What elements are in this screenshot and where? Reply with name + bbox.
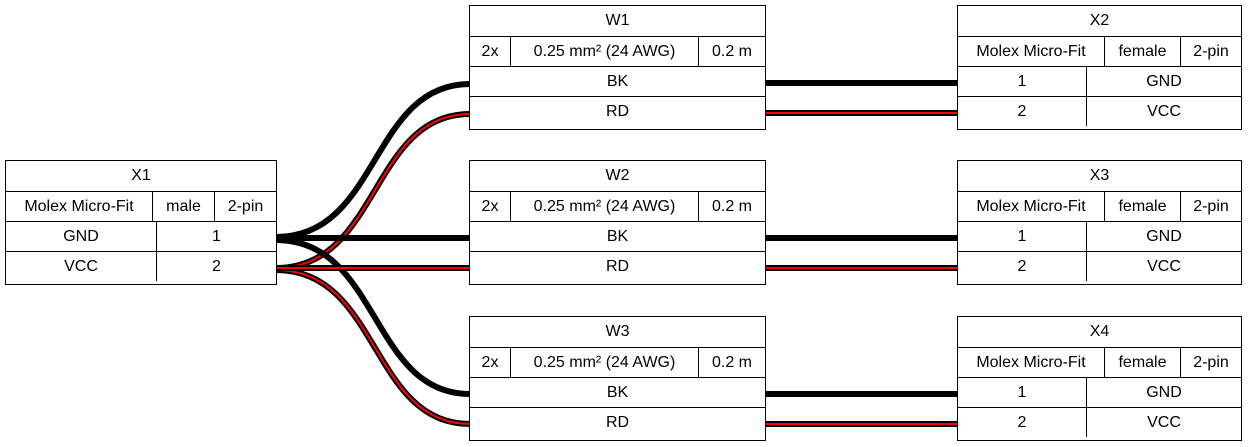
connector-x2-pin-row: 2 VCC: [958, 96, 1241, 126]
connector-x2-info-row: Molex Micro-Fit female 2-pin: [958, 36, 1241, 66]
wire-count: 2x: [481, 197, 499, 215]
connector-name: X3: [1089, 167, 1110, 184]
cable-w1-wire-row: RD: [470, 96, 765, 126]
pin-label: GND: [1086, 378, 1241, 407]
cable-name: W3: [605, 323, 630, 340]
connector-x1: X1 Molex Micro-Fit male 2-pin GND 1 VCC …: [5, 160, 277, 285]
cable-w1: W1 2x 0.25 mm² (24 AWG) 0.2 m BK RD: [469, 5, 766, 130]
connector-gender: female: [1104, 192, 1180, 221]
pin-number: 2: [156, 252, 276, 281]
pin-label: VCC: [1086, 252, 1241, 281]
connector-x3-pin-row: 1 GND: [958, 221, 1241, 251]
connector-type: Molex Micro-Fit: [976, 353, 1086, 371]
wire-count: 2x: [481, 353, 499, 371]
connector-name: X4: [1089, 323, 1110, 340]
wire-gauge: 0.25 mm² (24 AWG): [510, 192, 698, 221]
cable-w1-wire-row: BK: [470, 66, 765, 96]
pin-label: GND: [1086, 67, 1241, 96]
connector-x4-title-row: X4: [958, 317, 1241, 347]
pin-number: 2: [1017, 413, 1027, 431]
connector-x3-pin-row: 2 VCC: [958, 251, 1241, 281]
connector-pin-count: 2-pin: [1180, 37, 1241, 66]
cable-w2-title-row: W2: [470, 161, 765, 191]
wire-x1-w3-rd: [275, 267, 471, 427]
pin-label: VCC: [64, 257, 98, 275]
cable-name: W2: [605, 167, 630, 184]
connector-x2-pin-row: 1 GND: [958, 66, 1241, 96]
cable-w2-wire-row: BK: [470, 221, 765, 251]
wire-color-label: BK: [606, 72, 629, 90]
connector-name: X1: [131, 167, 151, 184]
cable-w3-title-row: W3: [470, 317, 765, 347]
connector-gender: female: [1104, 37, 1180, 66]
connector-x4: X4 Molex Micro-Fit female 2-pin 1 GND 2 …: [957, 316, 1242, 441]
pin-number: 1: [1017, 383, 1027, 401]
connector-x3-title-row: X3: [958, 161, 1241, 191]
connector-x4-pin-row: 2 VCC: [958, 407, 1241, 437]
pin-label: GND: [63, 227, 99, 245]
connector-type: Molex Micro-Fit: [976, 42, 1086, 60]
connector-gender: male: [152, 192, 214, 221]
pin-number: 1: [1017, 72, 1027, 90]
wire-x1-w1-rd-core: [275, 113, 471, 269]
wire-color-label: RD: [605, 413, 630, 431]
wire-x1-w1-bk: [275, 81, 471, 240]
connector-type: Molex Micro-Fit: [976, 197, 1086, 215]
cable-name: W1: [605, 12, 630, 29]
cable-w2-info-row: 2x 0.25 mm² (24 AWG) 0.2 m: [470, 191, 765, 221]
pin-label: VCC: [1086, 97, 1241, 126]
cable-w3-wire-row: RD: [470, 407, 765, 437]
cable-w1-title-row: W1: [470, 6, 765, 36]
pin-label: VCC: [1086, 408, 1241, 437]
connector-x1-info-row: Molex Micro-Fit male 2-pin: [6, 191, 276, 221]
cable-length: 0.2 m: [698, 348, 765, 377]
wire-x1-w3-bk: [275, 237, 471, 397]
connector-x3: X3 Molex Micro-Fit female 2-pin 1 GND 2 …: [957, 160, 1242, 285]
cable-w1-info-row: 2x 0.25 mm² (24 AWG) 0.2 m: [470, 36, 765, 66]
connector-gender: female: [1104, 348, 1180, 377]
wire-x1-w3-rd-core: [275, 269, 471, 425]
cable-w2: W2 2x 0.25 mm² (24 AWG) 0.2 m BK RD: [469, 160, 766, 285]
wire-color-label: BK: [606, 227, 629, 245]
wire-color-label: RD: [605, 257, 630, 275]
wire-color-label: BK: [606, 383, 629, 401]
connector-x1-pin-row: VCC 2: [6, 251, 276, 281]
connector-pin-count: 2-pin: [1180, 192, 1241, 221]
connector-x4-pin-row: 1 GND: [958, 377, 1241, 407]
pin-label: GND: [1086, 222, 1241, 251]
wire-count: 2x: [481, 42, 499, 60]
wire-gauge: 0.25 mm² (24 AWG): [510, 348, 698, 377]
connector-pin-count: 2-pin: [1180, 348, 1241, 377]
wire-gauge: 0.25 mm² (24 AWG): [510, 37, 698, 66]
cable-length: 0.2 m: [698, 37, 765, 66]
pin-number: 1: [1017, 227, 1027, 245]
cable-length: 0.2 m: [698, 192, 765, 221]
connector-type: Molex Micro-Fit: [24, 197, 134, 215]
pin-number: 2: [1017, 257, 1027, 275]
connector-x1-pin-row: GND 1: [6, 221, 276, 251]
connector-x1-title-row: X1: [6, 161, 276, 191]
connector-pin-count: 2-pin: [214, 192, 276, 221]
connector-x4-info-row: Molex Micro-Fit female 2-pin: [958, 347, 1241, 377]
connector-name: X2: [1089, 12, 1110, 29]
connector-x2: X2 Molex Micro-Fit female 2-pin 1 GND 2 …: [957, 5, 1242, 130]
cable-w2-wire-row: RD: [470, 251, 765, 281]
wire-color-label: RD: [605, 102, 630, 120]
connector-x2-title-row: X2: [958, 6, 1241, 36]
pin-number: 1: [156, 222, 276, 251]
connector-x3-info-row: Molex Micro-Fit female 2-pin: [958, 191, 1241, 221]
cable-w3-wire-row: BK: [470, 377, 765, 407]
cable-w3-info-row: 2x 0.25 mm² (24 AWG) 0.2 m: [470, 347, 765, 377]
pin-number: 2: [1017, 102, 1027, 120]
cable-w3: W3 2x 0.25 mm² (24 AWG) 0.2 m BK RD: [469, 316, 766, 441]
